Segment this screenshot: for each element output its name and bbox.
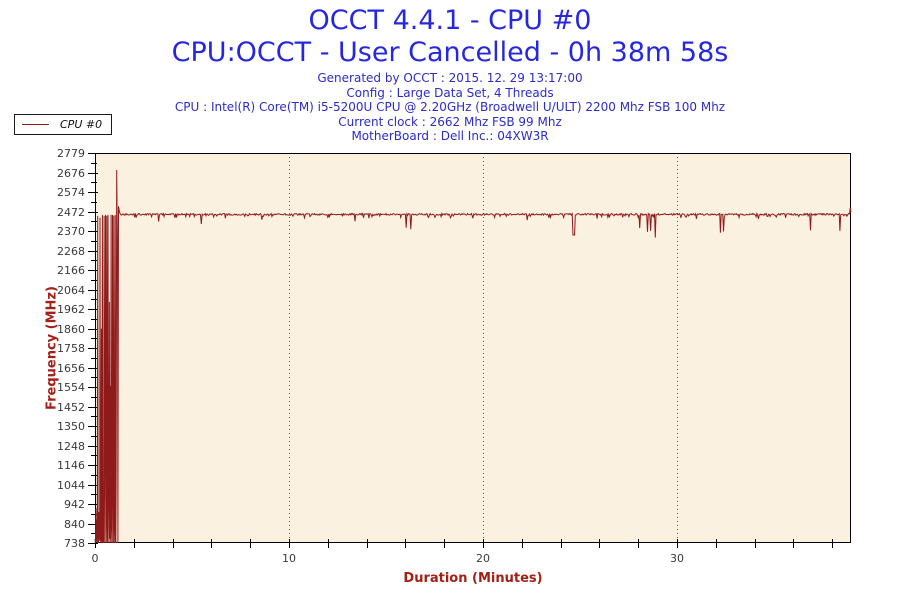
svg-text:2472: 2472 — [57, 206, 85, 219]
page-title: OCCT 4.4.1 - CPU #0 — [308, 5, 592, 36]
svg-text:2268: 2268 — [57, 245, 85, 258]
info-line-cpu: CPU : Intel(R) Core(TM) i5-5200U CPU @ 2… — [174, 100, 726, 114]
x-axis-title: Duration (Minutes) — [403, 571, 543, 586]
svg-text:1758: 1758 — [57, 342, 85, 355]
svg-text:1248: 1248 — [57, 440, 85, 453]
svg-text:840: 840 — [64, 518, 85, 531]
info-line-config: Config : Large Data Set, 4 Threads — [346, 85, 554, 100]
svg-text:2779: 2779 — [57, 147, 85, 160]
svg-text:942: 942 — [64, 498, 85, 511]
svg-text:2370: 2370 — [57, 225, 85, 238]
report-info-block: Generated by OCCT : 2015. 12. 29 13:17:0… — [0, 71, 900, 144]
svg-text:2574: 2574 — [57, 186, 85, 199]
svg-text:2166: 2166 — [57, 264, 85, 277]
legend-label: CPU #0 — [60, 118, 103, 131]
svg-text:1656: 1656 — [57, 362, 85, 375]
svg-text:1554: 1554 — [57, 381, 85, 394]
y-axis-title: Frequency (MHz) — [44, 286, 60, 410]
legend-box: CPU #0 — [14, 114, 112, 135]
svg-text:20: 20 — [476, 552, 490, 565]
svg-text:10: 10 — [282, 552, 296, 565]
svg-text:0: 0 — [92, 552, 99, 565]
svg-text:1860: 1860 — [57, 323, 85, 336]
svg-text:738: 738 — [64, 537, 85, 550]
svg-text:2064: 2064 — [57, 284, 85, 297]
page-subtitle: CPU:OCCT - User Cancelled - 0h 38m 58s — [171, 37, 729, 68]
info-line-current-clock: Current clock : 2662 Mhz FSB 99 Mhz — [338, 114, 562, 129]
svg-text:2676: 2676 — [57, 167, 85, 180]
info-line-generated: Generated by OCCT : 2015. 12. 29 13:17:0… — [317, 71, 583, 85]
svg-text:1350: 1350 — [57, 420, 85, 433]
svg-text:30: 30 — [670, 552, 684, 565]
svg-text:1962: 1962 — [57, 303, 85, 316]
svg-text:1452: 1452 — [57, 401, 85, 414]
svg-text:1044: 1044 — [57, 479, 85, 492]
info-line-motherboard: MotherBoard : Dell Inc.: 04XW3R — [351, 129, 549, 143]
svg-text:1146: 1146 — [57, 459, 85, 472]
cpu0-line-swatch — [22, 124, 49, 125]
